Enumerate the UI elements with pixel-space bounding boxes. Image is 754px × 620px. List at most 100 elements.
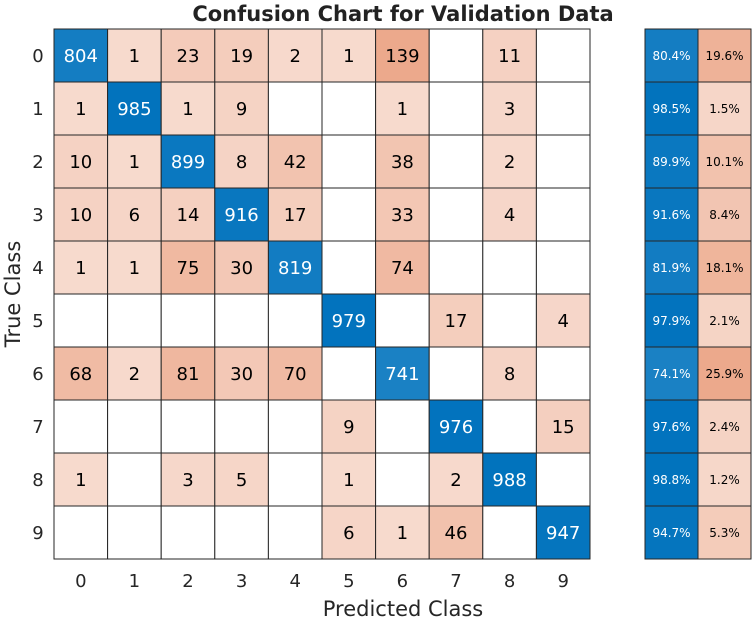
summary-incorrect-label: 1.5% xyxy=(709,102,740,116)
matrix-cell xyxy=(53,505,109,560)
matrix-cell xyxy=(482,81,537,136)
x-tick-label: 3 xyxy=(236,571,247,592)
cell-value: 3 xyxy=(182,470,193,491)
summary-correct-label: 97.9% xyxy=(652,314,690,328)
matrix-cell xyxy=(267,505,323,560)
matrix-cell xyxy=(214,187,269,242)
matrix-cell xyxy=(535,187,591,242)
y-tick-label: 3 xyxy=(32,205,43,226)
x-tick-label: 9 xyxy=(557,571,568,592)
cell-value: 38 xyxy=(391,152,414,173)
summary-correct-cell xyxy=(644,399,699,454)
x-tick-label: 2 xyxy=(182,571,193,592)
cell-value: 916 xyxy=(224,205,258,226)
matrix-cell xyxy=(53,452,109,507)
summary-correct-cell xyxy=(644,187,699,242)
cell-value: 8 xyxy=(504,364,515,385)
matrix-cell xyxy=(482,28,537,83)
cell-value: 68 xyxy=(69,364,92,385)
cell-value: 30 xyxy=(230,364,253,385)
matrix-cell xyxy=(482,505,537,560)
cell-value: 3 xyxy=(504,99,515,120)
y-tick-label: 9 xyxy=(32,523,43,544)
matrix-cell xyxy=(53,28,109,83)
cell-value: 17 xyxy=(445,311,468,332)
matrix-cell xyxy=(214,399,269,454)
summary-incorrect-cell xyxy=(697,505,752,560)
y-tick-label: 0 xyxy=(32,46,43,67)
matrix-cell xyxy=(321,28,377,83)
matrix-cell xyxy=(321,346,377,401)
summary-correct-label: 89.9% xyxy=(652,155,690,169)
cell-value: 9 xyxy=(343,417,354,438)
matrix-cell xyxy=(428,399,484,454)
summary-correct-label: 80.4% xyxy=(652,49,690,63)
matrix-cell xyxy=(214,81,269,136)
summary-correct-label: 98.8% xyxy=(652,473,690,487)
cell-value: 804 xyxy=(64,46,98,67)
summary-correct-label: 98.5% xyxy=(652,102,690,116)
y-tick-label: 5 xyxy=(32,311,43,332)
row-summary: 80.4% 19.6% 98.5% 1.5% 89.9% 10.1% 91.6% 8.4% 81… xyxy=(644,28,752,560)
matrix-cell xyxy=(160,346,216,401)
matrix-cell xyxy=(267,293,323,348)
matrix-cell xyxy=(214,505,269,560)
summary-correct-cell xyxy=(644,346,699,401)
matrix-cell xyxy=(535,346,591,401)
cell-value: 9 xyxy=(236,99,247,120)
matrix-cell xyxy=(214,134,269,189)
cell-value: 70 xyxy=(284,364,307,385)
matrix-cell xyxy=(428,134,484,189)
matrix-cell xyxy=(321,505,377,560)
summary-correct-label: 97.6% xyxy=(652,420,690,434)
matrix-cell xyxy=(375,134,430,189)
matrix-cell xyxy=(535,452,591,507)
cell-value: 1 xyxy=(397,523,408,544)
matrix-cell xyxy=(267,134,323,189)
matrix-cell xyxy=(428,240,484,295)
matrix-cell xyxy=(53,240,109,295)
matrix-cell xyxy=(160,505,216,560)
cell-value: 17 xyxy=(284,205,307,226)
matrix-cell xyxy=(107,399,162,454)
matrix-cell xyxy=(482,187,537,242)
x-axis-label: Predicted Class xyxy=(323,597,484,620)
matrix-cell xyxy=(107,505,162,560)
summary-incorrect-label: 5.3% xyxy=(709,526,740,540)
x-tick-label: 0 xyxy=(75,571,86,592)
summary-incorrect-cell xyxy=(697,240,752,295)
matrix-cell xyxy=(482,240,537,295)
summary-correct-label: 81.9% xyxy=(652,261,690,275)
matrix-cell xyxy=(107,187,162,242)
matrix-cell xyxy=(160,240,216,295)
matrix-cell xyxy=(160,293,216,348)
cell-value: 2 xyxy=(504,152,515,173)
cell-value: 819 xyxy=(278,258,312,279)
cell-value: 14 xyxy=(177,205,200,226)
cell-value: 4 xyxy=(504,205,515,226)
matrix-cell xyxy=(160,28,216,83)
summary-correct-cell xyxy=(644,452,699,507)
x-tick-label: 4 xyxy=(289,571,300,592)
cell-value: 33 xyxy=(391,205,414,226)
cell-value: 6 xyxy=(129,205,140,226)
y-tick-label: 2 xyxy=(32,152,43,173)
matrix-cell xyxy=(321,240,377,295)
summary-correct-label: 94.7% xyxy=(652,526,690,540)
cell-value: 988 xyxy=(492,470,526,491)
matrix-cell xyxy=(482,399,537,454)
matrix-cell xyxy=(375,187,430,242)
cell-value: 2 xyxy=(450,470,461,491)
cell-value: 1 xyxy=(182,99,193,120)
matrix-cell xyxy=(160,399,216,454)
cell-value: 15 xyxy=(552,417,575,438)
cell-value: 81 xyxy=(177,364,200,385)
matrix-cell xyxy=(428,28,484,83)
matrix-cell xyxy=(107,293,162,348)
matrix-cell xyxy=(535,81,591,136)
cell-value: 1 xyxy=(75,258,86,279)
cell-value: 1 xyxy=(129,152,140,173)
matrix-cell xyxy=(482,452,537,507)
summary-correct-cell xyxy=(644,505,699,560)
